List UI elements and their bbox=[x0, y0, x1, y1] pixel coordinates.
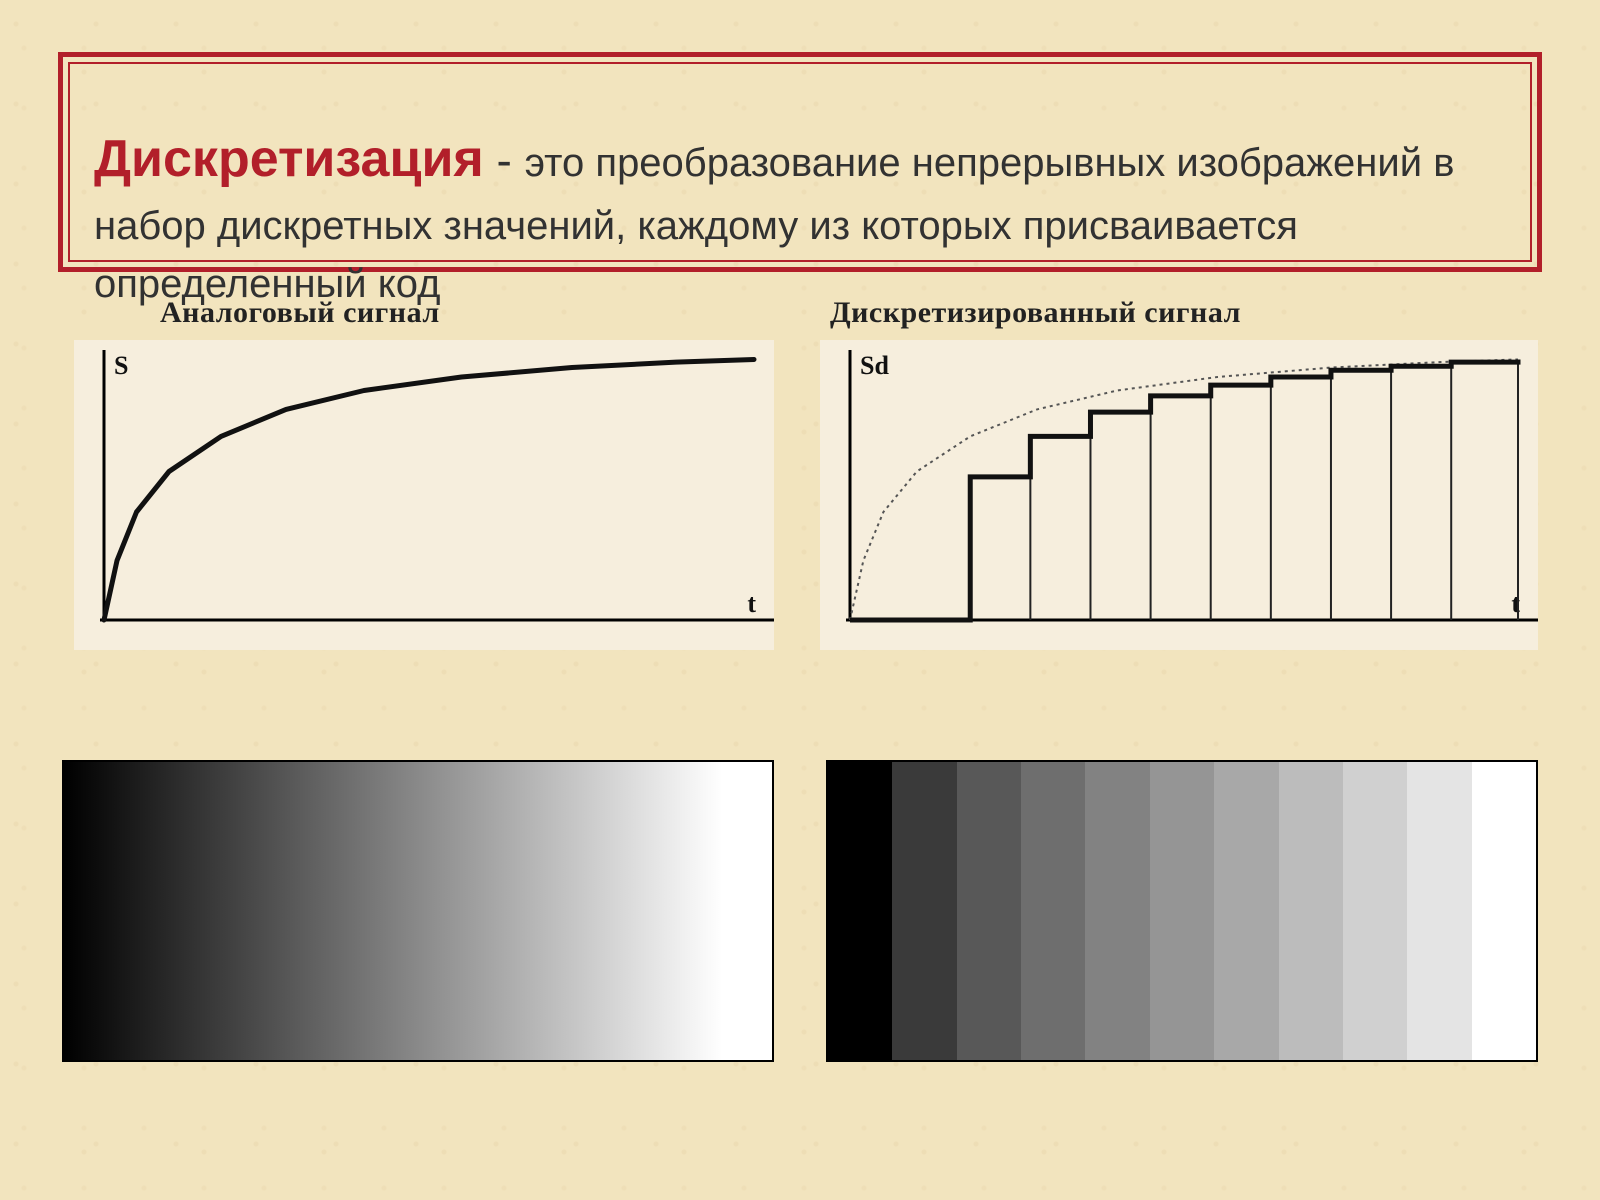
analog-chart-title: Аналоговый сигнал bbox=[160, 296, 440, 330]
definition-box: Дискретизация - это преобразование непре… bbox=[58, 52, 1542, 272]
continuous-gradient-bar bbox=[62, 760, 774, 1062]
discrete-chart-title: Дискретизированный сигнал bbox=[830, 296, 1241, 330]
definition-text: Дискретизация - это преобразование непре… bbox=[94, 122, 1506, 313]
svg-text:S: S bbox=[114, 351, 128, 380]
svg-text:t: t bbox=[747, 589, 756, 618]
discrete-gradient-bar bbox=[826, 760, 1538, 1062]
svg-text:Sd: Sd bbox=[860, 351, 889, 380]
definition-dash: - bbox=[484, 134, 525, 186]
definition-box-inner: Дискретизация - это преобразование непре… bbox=[68, 62, 1532, 262]
discrete-signal-chart: Sdt bbox=[820, 340, 1538, 650]
definition-term: Дискретизация bbox=[94, 130, 484, 188]
analog-signal-chart: St bbox=[74, 340, 774, 650]
